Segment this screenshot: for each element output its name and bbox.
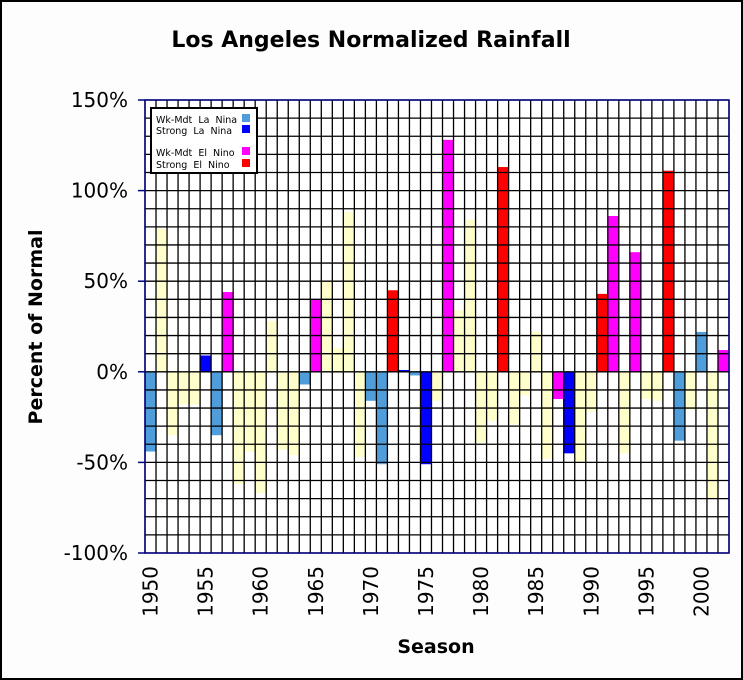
x-tick-label: 1990: [579, 566, 603, 617]
legend-label-la_nina_weak: Wk-Mdt La Nina: [156, 115, 237, 126]
bar-1974: [409, 371, 421, 376]
y-tick-label: 100%: [71, 179, 128, 203]
bar-1970: [365, 371, 377, 401]
x-tick-label: 1970: [359, 566, 383, 617]
bar-2002: [717, 350, 729, 372]
bar-1993: [618, 371, 630, 454]
x-tick-label: 1950: [139, 566, 163, 617]
legend-swatch-el_nino_weak: [242, 147, 250, 155]
bar-2000: [695, 331, 707, 372]
x-tick-label: 1965: [304, 566, 328, 617]
bar-1999: [684, 371, 696, 410]
bar-1971: [376, 371, 388, 465]
bar-1978: [453, 310, 465, 372]
y-axis-label: Percent of Normal: [25, 230, 47, 425]
bar-1959: [244, 371, 256, 452]
x-tick-label: 1955: [194, 566, 218, 617]
bar-1955: [200, 355, 212, 372]
x-tick-label: 1960: [249, 566, 273, 617]
bar-1992: [607, 215, 619, 372]
bar-1988: [563, 371, 575, 454]
bar-1969: [354, 371, 366, 457]
x-tick-label: 2000: [689, 566, 713, 617]
legend-label-la_nina_strong: Strong La Nina: [156, 126, 232, 137]
bar-1950: [145, 371, 157, 452]
bar-1958: [233, 371, 245, 485]
bar-1985: [530, 331, 542, 372]
bar-1984: [519, 371, 531, 396]
bar-1986: [541, 371, 553, 459]
x-tick-label: 1995: [634, 566, 658, 617]
plot-border: [144, 99, 730, 554]
x-tick-label: 1980: [469, 566, 493, 617]
bar-1979: [464, 219, 476, 372]
bar-1962: [277, 371, 289, 450]
x-tick-label: 1985: [524, 566, 548, 617]
bar-1951: [156, 228, 168, 372]
bar-1952: [167, 371, 179, 436]
bar-1977: [442, 139, 454, 372]
bar-1954: [189, 371, 201, 405]
legend-label-el_nino_weak: Wk-Mdt El Nino: [156, 148, 235, 159]
bar-1953: [178, 371, 190, 405]
bar-1980: [475, 371, 487, 443]
bar-1996: [651, 371, 663, 401]
bar-1975: [420, 371, 432, 465]
bar-1972: [387, 290, 399, 372]
bar-1957: [222, 292, 234, 372]
bar-1956: [211, 371, 223, 436]
bar-1964: [299, 371, 311, 385]
bar-1995: [640, 371, 652, 399]
bar-1997: [662, 170, 674, 372]
chart-title: Los Angeles Normalized Rainfall: [171, 28, 570, 53]
legend-box: [150, 107, 258, 174]
y-tick-label: 0%: [96, 360, 128, 384]
y-tick-label: -100%: [64, 541, 128, 565]
bar-1987: [552, 371, 564, 399]
plot-area: -100% -50% 0% 50% 100% 150% 1950 1955 1960 1965 19…: [64, 88, 730, 617]
y-tick-label: 50%: [84, 269, 128, 293]
bar-1973: [398, 369, 410, 372]
legend-label-el_nino_strong: Strong El Nino: [156, 160, 230, 171]
y-tick-label: 150%: [71, 88, 128, 112]
legend-swatch-la_nina_strong: [242, 125, 250, 133]
bar-1982: [497, 167, 509, 372]
y-tick-label: -50%: [76, 450, 128, 474]
bar-2001: [706, 371, 718, 499]
bar-1968: [343, 212, 355, 372]
bar-1990: [585, 371, 597, 412]
bar-1981: [486, 371, 498, 421]
bar-1960: [255, 371, 267, 494]
legend-swatch-el_nino_strong: [242, 159, 250, 167]
x-tick-label: 1975: [414, 566, 438, 617]
bar-1994: [629, 252, 641, 372]
bar-1991: [596, 293, 608, 372]
bar-1963: [288, 371, 300, 456]
bar-1966: [321, 281, 333, 372]
bar-1989: [574, 371, 586, 463]
bar-1961: [266, 321, 278, 372]
bar-1976: [431, 371, 443, 401]
bar-1967: [332, 348, 344, 372]
bar-1998: [673, 371, 685, 441]
x-axis-label: Season: [397, 636, 474, 658]
legend-swatch-la_nina_weak: [242, 114, 250, 122]
bar-1983: [508, 371, 520, 425]
